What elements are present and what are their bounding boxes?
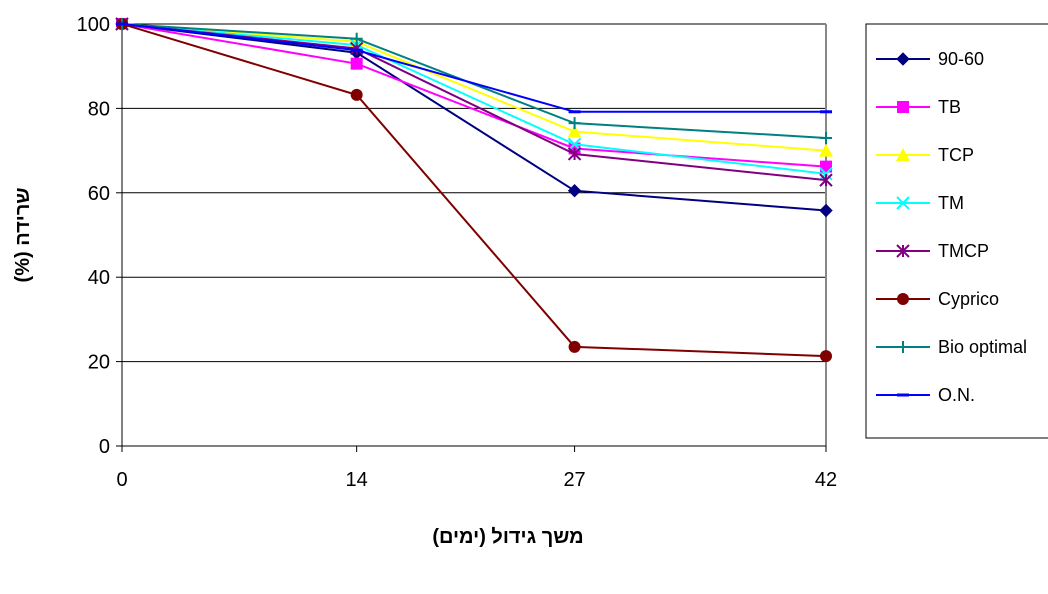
x-tick-label: 42	[815, 469, 837, 491]
legend-item-o-n: O.N.	[876, 385, 975, 405]
y-tick-label: 20	[88, 352, 110, 374]
data-point-tm	[819, 167, 833, 181]
x-axis-title: משך גידול (ימים)	[432, 526, 583, 548]
marker-shape	[568, 117, 581, 130]
series-line-tcp	[121, 23, 827, 152]
legend-item-bio-optimal: Bio optimal	[876, 337, 1027, 357]
legend-label: Bio optimal	[938, 337, 1027, 357]
series-90-60	[115, 17, 833, 218]
marker-shape	[819, 143, 833, 157]
x-tick-label: 14	[346, 469, 368, 491]
legend-label: TB	[938, 97, 961, 117]
data-point-tb	[350, 57, 363, 70]
marker-shape	[896, 196, 910, 210]
marker-shape	[897, 293, 909, 305]
data-point-cyprico	[820, 350, 832, 363]
legend-swatch-marker	[896, 148, 910, 161]
legend-swatch-marker	[896, 196, 910, 210]
legend-box	[865, 23, 1048, 439]
y-tick-label: 100	[77, 14, 110, 36]
series-tcp	[115, 17, 833, 157]
data-point-cyprico	[568, 340, 581, 353]
data-point-tm	[567, 137, 582, 151]
marker-shape	[568, 340, 581, 353]
y-tick-label: 80	[88, 98, 110, 120]
legend-label: TM	[938, 193, 964, 213]
marker-shape	[897, 101, 909, 113]
tick-labels: 0 20 40 60 80 100 0 14 27 42	[77, 14, 838, 491]
marker-shape	[896, 244, 910, 258]
data-point-cyprico	[350, 88, 363, 101]
marker-shape	[567, 137, 582, 151]
legend-item-cyprico: Cyprico	[876, 289, 999, 309]
marker-shape	[819, 203, 833, 218]
legend-label: TCP	[938, 145, 974, 165]
marker-shape	[350, 88, 363, 101]
series-line-tb	[121, 23, 827, 168]
axes	[116, 23, 827, 452]
marker-shape	[897, 341, 909, 353]
legend-swatch-marker	[897, 101, 909, 113]
series-o-n	[116, 22, 832, 114]
x-tick-label: 0	[116, 469, 127, 491]
data-point-bio-optimal	[350, 32, 363, 45]
legend-item-tcp: TCP	[876, 145, 974, 165]
series-line-cyprico	[121, 23, 827, 358]
marker-shape	[820, 131, 832, 144]
marker-shape	[350, 57, 363, 70]
legend-swatch-marker	[897, 293, 909, 305]
gridlines	[122, 23, 826, 363]
data-point-tcp	[567, 124, 582, 138]
data-point-bio-optimal	[820, 131, 832, 144]
legend-item-tb: TB	[876, 97, 961, 117]
marker-shape	[567, 124, 582, 138]
series-line-o-n	[121, 23, 826, 113]
y-tick-label: 40	[88, 267, 110, 289]
marker-shape	[567, 183, 582, 198]
y-tick-label: 0	[99, 436, 110, 458]
y-tick-label: 60	[88, 183, 110, 205]
data-point-tmcp	[819, 173, 833, 187]
series-line-90-60	[121, 23, 827, 212]
marker-shape	[896, 52, 910, 66]
marker-shape	[567, 147, 582, 161]
legend: 90-60 TB TCP TM TMCP Cyprico Bio optimal O.N.	[865, 23, 1048, 439]
legend-swatch-marker	[896, 52, 910, 66]
data-point-tcp	[819, 143, 833, 157]
marker-shape	[350, 32, 363, 45]
legend-label: O.N.	[938, 385, 975, 405]
marker-shape	[820, 350, 832, 363]
data-point-90-60	[567, 183, 582, 198]
data-point-bio-optimal	[568, 117, 581, 130]
legend-label: Cyprico	[938, 289, 999, 309]
marker-shape	[896, 148, 910, 161]
series-tb	[116, 18, 832, 173]
y-axis-title: שרידה (%)	[12, 188, 34, 283]
data-point-90-60	[819, 203, 833, 218]
series-cyprico	[116, 18, 832, 363]
legend-label: 90-60	[938, 49, 984, 69]
legend-swatch-marker	[896, 244, 910, 258]
x-tick-label: 27	[563, 469, 585, 491]
series-lines	[115, 17, 833, 363]
legend-swatch-marker	[897, 341, 909, 353]
legend-label: TMCP	[938, 241, 989, 261]
series-tm	[115, 17, 833, 181]
series-line-tm	[121, 23, 827, 175]
data-point-tmcp	[567, 147, 582, 161]
series-line-tmcp	[121, 23, 827, 182]
legend-item-90-60: 90-60	[876, 49, 984, 69]
marker-shape	[819, 167, 833, 181]
marker-shape	[819, 173, 833, 187]
legend-item-tmcp: TMCP	[876, 241, 989, 261]
legend-item-tm: TM	[876, 193, 964, 213]
